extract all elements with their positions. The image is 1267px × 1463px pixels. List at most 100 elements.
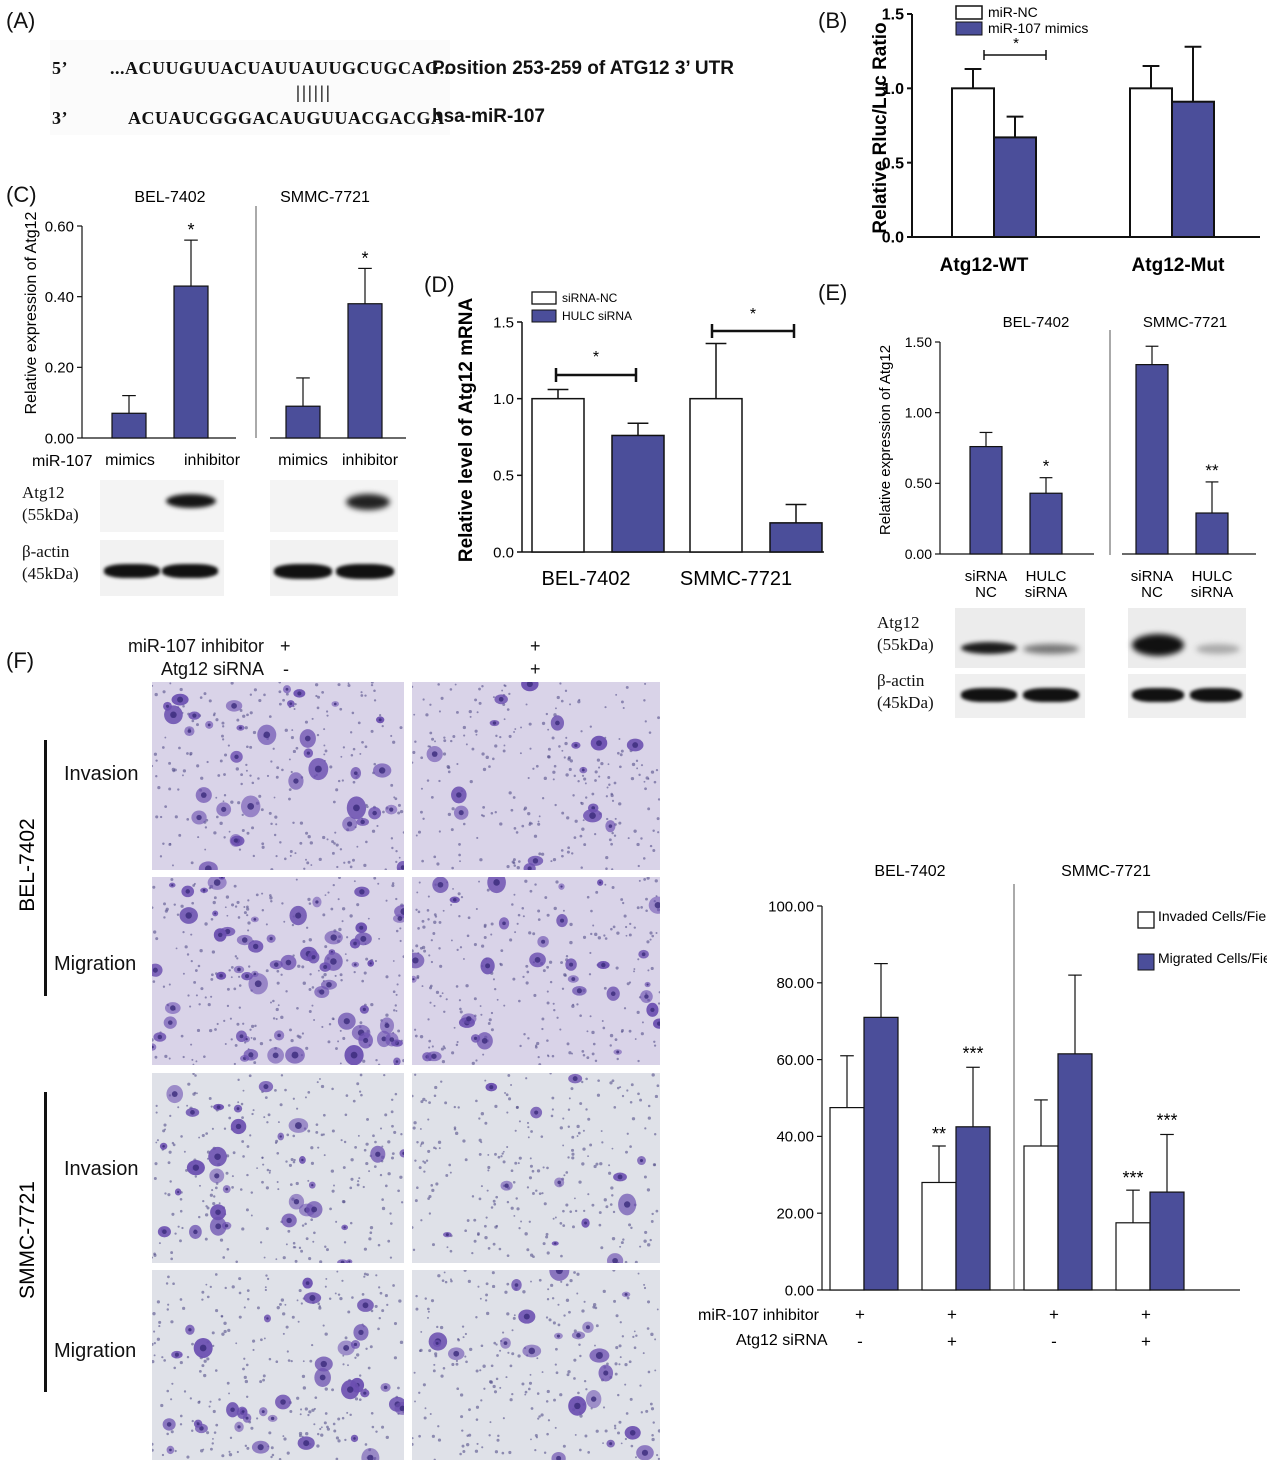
membrane-pore bbox=[184, 945, 188, 949]
cell-nucleus bbox=[493, 879, 500, 886]
membrane-pore bbox=[331, 851, 335, 855]
membrane-pore bbox=[179, 1361, 183, 1365]
membrane-pore bbox=[230, 1038, 233, 1041]
cell-nucleus bbox=[572, 1076, 578, 1082]
blot-label-atg12: Atg12 bbox=[22, 483, 65, 502]
membrane-pore bbox=[497, 1155, 501, 1159]
d-tick-label: 1.5 bbox=[493, 314, 514, 331]
membrane-pore bbox=[489, 1380, 494, 1384]
membrane-pore bbox=[538, 1278, 542, 1282]
f-sign-1-1: + bbox=[280, 636, 291, 656]
membrane-pore bbox=[321, 975, 325, 979]
cell-nucleus bbox=[556, 1334, 560, 1338]
membrane-pore bbox=[451, 807, 455, 811]
membrane-pore bbox=[353, 880, 356, 883]
membrane-pore bbox=[560, 849, 564, 852]
membrane-pore bbox=[481, 944, 485, 948]
membrane-pore bbox=[330, 907, 334, 911]
membrane-pore bbox=[637, 1059, 640, 1063]
e-tick-label: 0.50 bbox=[905, 475, 932, 491]
membrane-pore bbox=[385, 1435, 389, 1440]
membrane-pore bbox=[156, 1139, 159, 1142]
ph4-stain bbox=[412, 877, 660, 1065]
membrane-pore bbox=[517, 1162, 520, 1165]
membrane-pore bbox=[418, 881, 421, 884]
e-xlabel-2-b: NC bbox=[1141, 584, 1163, 601]
cell-nucleus bbox=[526, 682, 533, 688]
membrane-pore bbox=[361, 979, 364, 983]
membrane-pore bbox=[354, 1397, 359, 1401]
membrane-pore bbox=[309, 973, 312, 976]
membrane-pore bbox=[440, 1080, 443, 1083]
membrane-pore bbox=[445, 998, 448, 1001]
membrane-pore bbox=[456, 1387, 460, 1391]
membrane-pore bbox=[427, 1316, 429, 1319]
membrane-pore bbox=[382, 810, 385, 814]
membrane-pore bbox=[603, 934, 606, 937]
membrane-pore bbox=[391, 1152, 395, 1156]
cell-nucleus bbox=[502, 921, 506, 926]
membrane-pore bbox=[509, 1364, 513, 1368]
membrane-pore bbox=[161, 1356, 164, 1359]
membrane-pore bbox=[556, 1016, 559, 1019]
cell-nucleus bbox=[534, 1110, 539, 1115]
membrane-pore bbox=[206, 1295, 210, 1299]
membrane-pore bbox=[266, 1277, 270, 1281]
membrane-pore bbox=[342, 1036, 346, 1040]
membrane-pore bbox=[282, 698, 285, 702]
membrane-pore bbox=[442, 1366, 446, 1370]
membrane-pore bbox=[207, 1003, 211, 1007]
membrane-pore bbox=[263, 693, 266, 697]
membrane-pore bbox=[640, 1032, 644, 1036]
membrane-pore bbox=[439, 1325, 444, 1330]
membrane-pore bbox=[241, 1227, 245, 1231]
membrane-pore bbox=[334, 974, 337, 977]
membrane-pore bbox=[170, 1320, 174, 1324]
cell-nucleus bbox=[492, 721, 497, 725]
membrane-pore bbox=[182, 972, 185, 975]
membrane-pore bbox=[606, 817, 609, 821]
membrane-pore bbox=[331, 1087, 334, 1091]
membrane-pore bbox=[266, 1168, 270, 1172]
membrane-pore bbox=[429, 1413, 432, 1416]
membrane-pore bbox=[619, 1356, 622, 1359]
cell-nucleus bbox=[162, 1229, 167, 1234]
membrane-pore bbox=[317, 1432, 320, 1436]
membrane-pore bbox=[440, 696, 444, 700]
membrane-pore bbox=[292, 1241, 296, 1245]
membrane-pore bbox=[555, 880, 559, 884]
membrane-pore bbox=[284, 1303, 287, 1306]
cell-nucleus bbox=[402, 1151, 404, 1155]
membrane-pore bbox=[459, 1452, 462, 1456]
c-tick-label: 0.40 bbox=[45, 289, 74, 306]
membrane-pore bbox=[186, 752, 189, 755]
membrane-pore bbox=[609, 1033, 614, 1038]
membrane-pore bbox=[475, 1059, 478, 1062]
membrane-pore bbox=[646, 1327, 650, 1330]
membrane-pore bbox=[517, 1354, 521, 1358]
cell-nucleus bbox=[343, 1018, 350, 1025]
membrane-pore bbox=[483, 1224, 487, 1228]
membrane-pore bbox=[579, 1354, 582, 1358]
membrane-pore bbox=[484, 1235, 488, 1240]
cell-nucleus bbox=[585, 1325, 590, 1330]
membrane-pore bbox=[261, 845, 265, 849]
membrane-pore bbox=[488, 765, 491, 768]
membrane-pore bbox=[595, 1162, 599, 1166]
membrane-pore bbox=[528, 1220, 531, 1223]
membrane-pore bbox=[431, 1434, 435, 1438]
cell-nucleus bbox=[215, 1209, 221, 1215]
membrane-pore bbox=[247, 899, 250, 902]
membrane-pore bbox=[305, 1432, 309, 1436]
membrane-pore bbox=[551, 1297, 555, 1300]
membrane-pore bbox=[370, 1309, 374, 1313]
membrane-pore bbox=[170, 1251, 174, 1255]
f-xsign-inhibitor-1: + bbox=[947, 1305, 957, 1324]
membrane-pore bbox=[362, 1059, 366, 1063]
membrane-pore bbox=[275, 1017, 278, 1021]
membrane-pore bbox=[359, 1021, 363, 1025]
membrane-pore bbox=[595, 1324, 599, 1328]
membrane-pore bbox=[177, 788, 180, 791]
membrane-pore bbox=[511, 860, 515, 864]
membrane-pore bbox=[573, 1271, 576, 1274]
